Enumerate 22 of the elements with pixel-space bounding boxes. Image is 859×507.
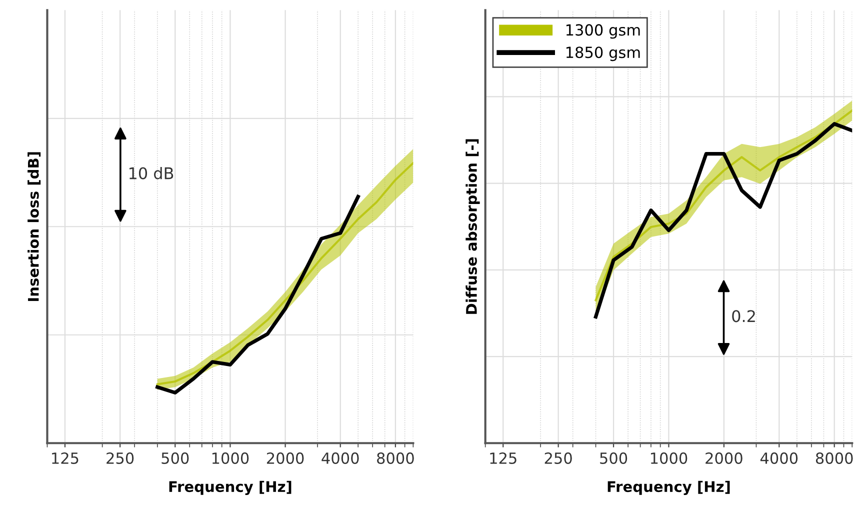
- annotation: 0.2: [732, 310, 755, 322]
- x-axis-title: Frequency [Hz]: [169, 480, 292, 496]
- x-tick-label: 8000: [816, 452, 853, 464]
- y-axis-title: Diffuse absorption [-]: [466, 139, 480, 314]
- x-tick-label: 1000: [650, 452, 688, 464]
- legend-label: 1850 gsm: [566, 46, 640, 62]
- y-axis-title: Insertion loss [dB]: [28, 152, 41, 301]
- legend-label: 1300 gsm: [566, 24, 640, 39]
- x-tick-label: 125: [490, 452, 516, 464]
- x-tick-label: 4000: [760, 452, 798, 464]
- x-tick-label: 1000: [212, 452, 249, 464]
- x-tick-label: 4000: [322, 452, 359, 464]
- x-tick-label: 2000: [266, 452, 304, 464]
- x-tick-label: 250: [544, 452, 572, 464]
- x-tick-label: 500: [600, 452, 628, 464]
- x-tick-label: 2000: [706, 452, 742, 464]
- x-tick-label: 500: [162, 452, 189, 464]
- annotation: 10 dB: [130, 166, 174, 180]
- x-tick-label: 250: [106, 452, 134, 464]
- x-axis-title: Frequency [Hz]: [608, 480, 730, 496]
- x-tick-label: 125: [52, 452, 78, 464]
- x-tick-label: 8000: [377, 452, 414, 464]
